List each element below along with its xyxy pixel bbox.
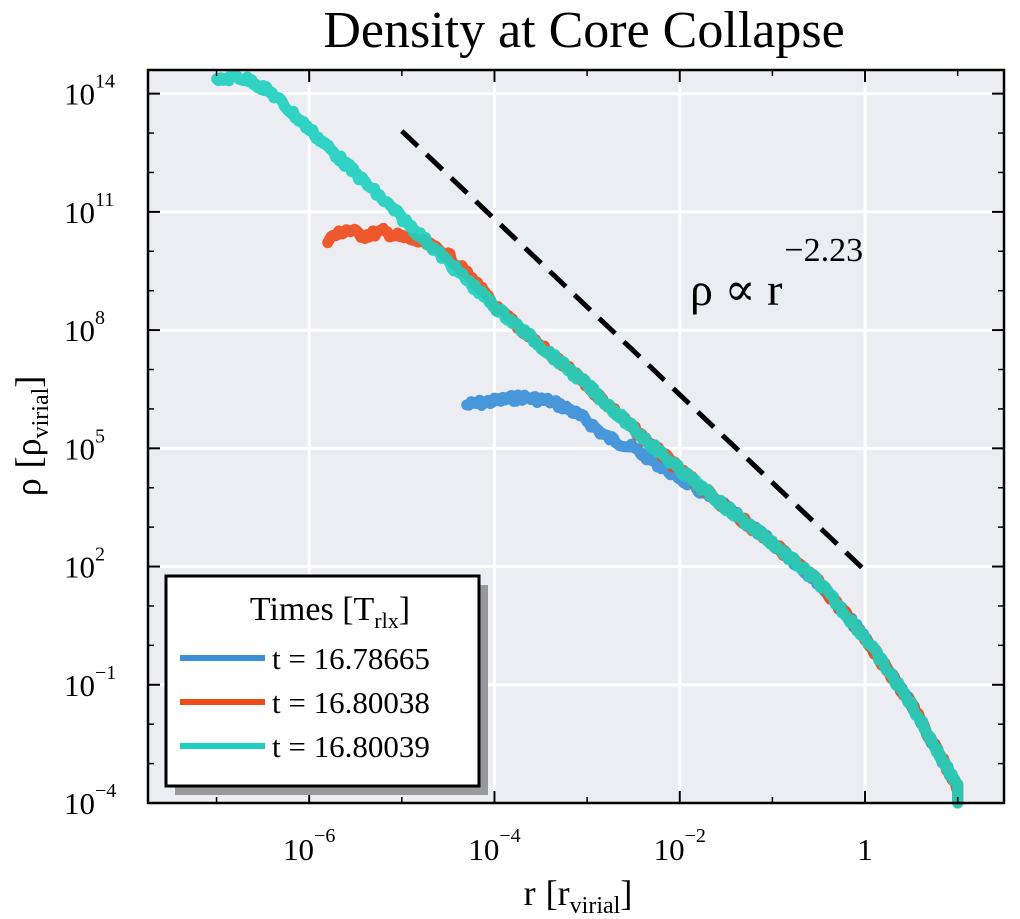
- x-tick-exponent: −2: [685, 825, 706, 847]
- legend-title: Times [Trlx]: [250, 591, 410, 633]
- y-tick-label: 10−1: [64, 662, 116, 703]
- y-axis-label: ρ[ρvirial]: [8, 376, 54, 497]
- y-tick-exponent: −1: [95, 662, 116, 684]
- x-tick-label: 10−2: [654, 825, 706, 867]
- x-tick-label: 1: [857, 832, 873, 867]
- legend-entry-label: t = 16.78665: [272, 641, 430, 676]
- x-tick-label: 10−4: [468, 825, 520, 867]
- y-tick-base: 10: [64, 195, 95, 230]
- power-law-annotation: ρ ∝ r−2.23: [690, 232, 863, 315]
- x-tick-base: 10: [283, 832, 314, 867]
- y-tick-exponent: 5: [95, 425, 105, 447]
- legend-entry-label: t = 16.80039: [272, 729, 430, 764]
- x-tick-exponent: −4: [499, 825, 520, 847]
- x-tick-base: 1: [857, 832, 873, 867]
- y-tick-exponent: −4: [95, 780, 116, 802]
- x-axis-label: r [rvirial]: [524, 873, 633, 919]
- y-tick-exponent: 14: [95, 71, 115, 93]
- x-tick-base: 10: [468, 832, 499, 867]
- y-tick-exponent: 2: [95, 544, 105, 566]
- x-tick-base: 10: [654, 832, 685, 867]
- data-series-line: [211, 68, 964, 809]
- chart-title: Density at Core Collapse: [323, 2, 844, 59]
- reference-line: [400, 129, 867, 573]
- y-tick-label: 10−4: [64, 780, 116, 821]
- y-tick-label: 1011: [64, 189, 114, 230]
- legend-entry-label: t = 16.80038: [272, 685, 430, 720]
- series-layer: [211, 68, 964, 809]
- reference-line-layer: [400, 129, 867, 573]
- y-tick-base: 10: [64, 431, 95, 466]
- y-tick-label: 105: [64, 425, 105, 466]
- y-tick-label: 102: [64, 544, 105, 585]
- y-tick-label: 1014: [64, 71, 115, 112]
- plot-frame: [146, 68, 1006, 805]
- x-tick-exponent: −6: [314, 825, 335, 847]
- legend-entries: t = 16.78665 t = 16.80038 t = 16.80039: [180, 641, 430, 764]
- y-tick-base: 10: [64, 77, 95, 112]
- x-tick-label: 10−6: [283, 825, 335, 867]
- x-tick-labels: 10−6 10−4 10−2 1: [283, 825, 873, 867]
- tick-marks: [148, 70, 1004, 804]
- legend-box: [164, 574, 481, 788]
- annotation-exponent: −2.23: [784, 232, 863, 269]
- annotation-main: ρ ∝ r: [690, 264, 782, 315]
- y-tick-label: 108: [64, 307, 105, 348]
- y-tick-base: 10: [64, 313, 95, 348]
- y-tick-base: 10: [64, 668, 95, 703]
- y-tick-base: 10: [64, 786, 95, 821]
- y-tick-base: 10: [64, 550, 95, 585]
- y-tick-exponent: 8: [95, 307, 105, 329]
- y-tick-exponent: 11: [95, 189, 114, 211]
